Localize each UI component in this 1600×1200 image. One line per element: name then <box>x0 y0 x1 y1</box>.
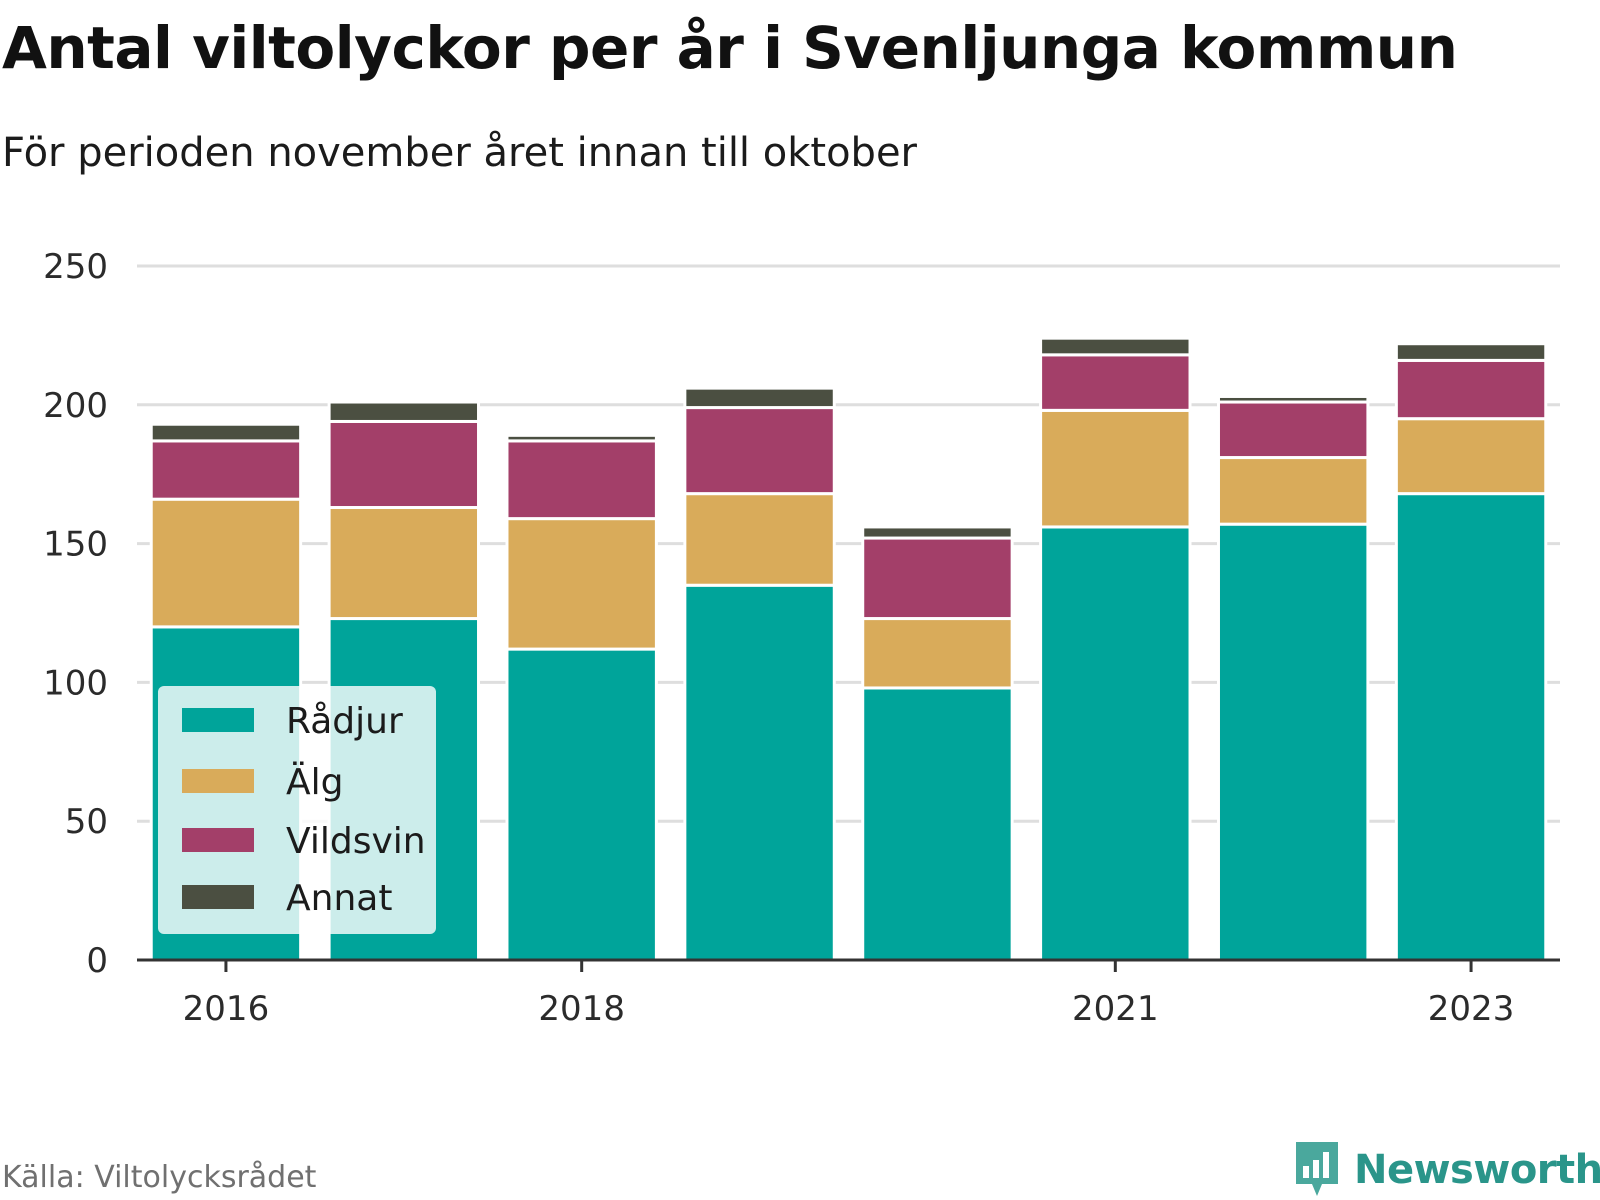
bar-segment-vildsvin-2019 <box>683 406 836 496</box>
legend-label: Rådjur <box>286 701 403 742</box>
bar-segment-annat-2022 <box>1216 394 1370 404</box>
bar-segment-älg-2016 <box>149 497 303 629</box>
legend: Rådjur Älg Vildsvin Annat <box>158 686 436 934</box>
x-tick-label: 2023 <box>1428 989 1515 1029</box>
bar-segment-älg-2019 <box>683 492 836 587</box>
legend-label: Älg <box>286 761 343 803</box>
bar-segment-älg-2022 <box>1216 456 1370 526</box>
newsworthy-logo-icon <box>1296 1142 1338 1196</box>
brand-logo: Newsworthy <box>1292 1140 1600 1200</box>
y-tick-label: 100 <box>43 663 108 703</box>
legend-box <box>158 686 436 934</box>
bar-segment-vildsvin-2021 <box>1039 353 1192 412</box>
bar-segment-annat-2016 <box>149 422 303 443</box>
source-note: Källa: Viltolycksrådet <box>2 1160 317 1195</box>
legend-swatch-rådjur <box>182 708 254 732</box>
bar-segment-älg-2021 <box>1039 408 1192 529</box>
bar-segment-älg-2023 <box>1394 417 1548 496</box>
bar-segment-rådjur-2022 <box>1216 522 1370 962</box>
brand-name: Newsworthy <box>1354 1147 1600 1193</box>
y-tick-label: 150 <box>43 525 108 565</box>
legend-swatch-vildsvin <box>182 828 254 852</box>
bar-segment-rådjur-2023 <box>1394 492 1548 962</box>
bar-segment-rådjur-2019 <box>683 583 836 962</box>
bar-segment-älg-2018 <box>505 517 658 651</box>
bar-segment-annat-2018 <box>505 433 658 443</box>
bar-segment-annat-2021 <box>1039 336 1192 357</box>
bar-segment-älg-2017 <box>327 506 481 621</box>
bar-segment-rådjur-2020 <box>861 686 1014 962</box>
legend-label: Vildsvin <box>286 821 426 862</box>
bar-segment-rådjur-2021 <box>1039 525 1192 962</box>
bar-segment-annat-2020 <box>861 525 1014 540</box>
bar-segment-älg-2020 <box>861 617 1014 690</box>
axes: 0 50 100 150 200 250 2016 2018 2021 2023 <box>43 247 1560 1029</box>
bar-segment-vildsvin-2018 <box>505 439 658 521</box>
legend-label: Annat <box>286 878 392 919</box>
stacked-bar-chart: 0 50 100 150 200 250 2016 2018 2021 2023 Rådjur Äl… <box>43 247 1560 1029</box>
bar-segment-annat-2019 <box>683 386 836 410</box>
bar-segment-rådjur-2018 <box>505 647 658 962</box>
bar-segment-vildsvin-2023 <box>1394 358 1548 421</box>
y-tick-label: 200 <box>43 386 108 426</box>
legend-swatch-annat <box>182 885 254 909</box>
bar-segment-vildsvin-2022 <box>1216 400 1370 460</box>
chart-subtitle: För perioden november året innan till ok… <box>2 130 917 176</box>
legend-swatch-älg <box>182 769 254 793</box>
bar-segment-vildsvin-2017 <box>327 419 481 510</box>
bar-segment-vildsvin-2020 <box>861 536 1014 621</box>
bar-segment-annat-2023 <box>1394 342 1548 362</box>
x-tick-label: 2016 <box>183 989 270 1029</box>
bar-segment-annat-2017 <box>327 400 481 423</box>
x-tick-label: 2018 <box>538 989 625 1029</box>
chart-title: Antal viltolyckor per år i Svenljunga ko… <box>2 14 1458 82</box>
bar-segment-vildsvin-2016 <box>149 439 303 501</box>
x-tick-label: 2021 <box>1072 989 1159 1029</box>
y-tick-label: 50 <box>65 802 108 842</box>
y-tick-label: 250 <box>43 247 108 287</box>
y-tick-label: 0 <box>86 941 108 981</box>
